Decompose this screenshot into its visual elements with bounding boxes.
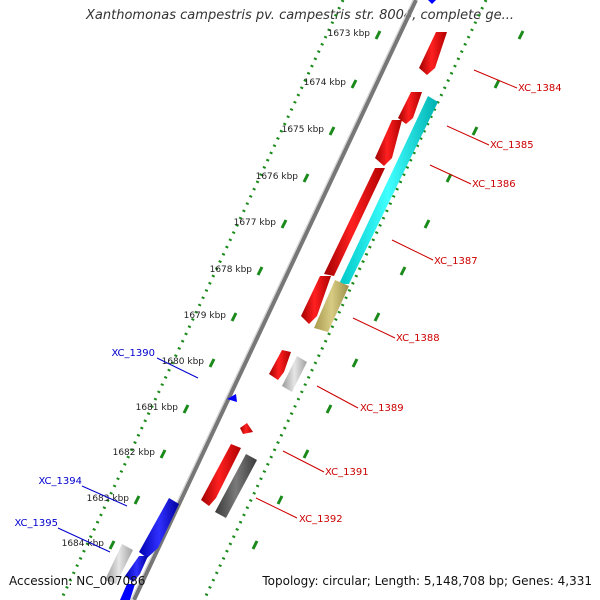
gene-leader-line — [81, 485, 128, 507]
ruler-tick — [350, 79, 358, 89]
accession-label: Accession: NC_007086 — [9, 574, 146, 588]
gene-label[interactable]: XC_1389 — [360, 403, 404, 414]
ruler-tick-label: 1680 kbp — [162, 357, 205, 367]
gene-leader-line — [282, 450, 325, 473]
inner-ruler-tick — [399, 266, 407, 276]
gene-leader-line — [57, 527, 111, 553]
ruler-tick — [133, 495, 141, 505]
inner-ruler-tick — [493, 79, 501, 89]
ruler-tick-label: 1678 kbp — [210, 265, 253, 275]
gene-leader-line — [429, 164, 472, 185]
gene-label[interactable]: XC_1388 — [396, 333, 440, 344]
gene-feature-red[interactable] — [375, 120, 402, 166]
gene-feature-grey[interactable] — [282, 356, 307, 392]
gene-label[interactable]: XC_1394 — [38, 476, 82, 487]
backbone-highlight — [130, 0, 414, 600]
gene-label[interactable]: XC_1385 — [490, 140, 534, 151]
gene-feature-red[interactable] — [398, 92, 422, 124]
ruler-tick-label: 1679 kbp — [184, 311, 227, 321]
gene-leader-line — [473, 69, 518, 89]
inner-ruler-ticks — [251, 30, 525, 550]
gene-feature-red[interactable] — [240, 423, 253, 434]
ruler-tick-label: 1674 kbp — [304, 78, 347, 88]
backbone-line — [132, 0, 418, 600]
inner-ruler-tick — [445, 173, 453, 183]
inner-ruler-tick — [471, 126, 479, 136]
ruler-tick-label: 1683 kbp — [87, 494, 130, 504]
inner-ruler-tick — [373, 312, 381, 322]
ruler-tick — [374, 30, 382, 40]
gene-feature-cyan[interactable] — [339, 96, 438, 284]
ruler-tick-label: 1675 kbp — [282, 125, 325, 135]
gene-leader-line — [352, 317, 396, 339]
gene-feature-blue[interactable] — [227, 394, 237, 402]
ruler-tick-label: 1673 kbp — [328, 29, 371, 39]
inner-ruler-tick — [251, 540, 259, 550]
gene-feature-top-blue[interactable] — [428, 0, 436, 4]
inner-ruler-tick — [423, 219, 431, 229]
inner-ruler-tick — [302, 449, 310, 459]
inner-ruler-tick — [325, 404, 333, 414]
gene-feature-blue[interactable] — [120, 584, 135, 600]
ruler-tick-label: 1682 kbp — [113, 448, 156, 458]
gene-feature-dark[interactable] — [215, 454, 257, 518]
gene-leader-line — [255, 497, 298, 519]
gene-feature-red[interactable] — [301, 276, 331, 324]
ruler-tick — [328, 126, 336, 136]
ruler-tick — [230, 312, 238, 322]
ruler-tick — [256, 266, 264, 276]
gene-label[interactable]: XC_1386 — [472, 179, 516, 190]
ruler-tick-label: 1676 kbp — [256, 172, 299, 182]
gene-label[interactable]: XC_1387 — [434, 256, 478, 267]
ruler-tick-label: 1677 kbp — [234, 218, 277, 228]
inner-ruler-tick — [276, 495, 284, 505]
inner-ruler-tick — [517, 30, 525, 40]
ruler-tick — [208, 358, 216, 368]
ruler-tick — [108, 540, 116, 550]
gene-label[interactable]: XC_1392 — [299, 514, 343, 525]
inner-ruler — [202, 0, 488, 600]
gene-leader-line — [391, 239, 434, 261]
ruler-tick — [302, 173, 310, 183]
ruler-tick — [280, 219, 288, 229]
ruler-ticks: 1673 kbp 1674 kbp 1675 kbp 1676 kbp 1677 kbp… — [62, 29, 382, 550]
gene-feature-grey[interactable] — [105, 544, 133, 584]
gene-feature-blue[interactable] — [125, 556, 148, 582]
gene-label[interactable]: XC_1384 — [518, 83, 562, 94]
gene-leader-line — [446, 125, 490, 146]
ruler-tick — [182, 404, 190, 414]
inner-ruler-tick — [351, 358, 359, 368]
gene-feature-red[interactable] — [201, 444, 241, 506]
ruler-tick-label: 1684 kbp — [62, 539, 105, 549]
gene-feature-red[interactable] — [269, 350, 291, 380]
ruler-tick — [159, 449, 167, 459]
gene-label[interactable]: XC_1391 — [325, 467, 369, 478]
gene-features — [105, 0, 447, 600]
gene-feature-red[interactable] — [419, 32, 447, 75]
gene-label[interactable]: XC_1395 — [14, 518, 58, 529]
outer-ruler — [59, 0, 345, 600]
gene-leader-line — [316, 385, 359, 409]
ruler-tick-label: 1681 kbp — [136, 403, 179, 413]
gene-labels: XC_1384 XC_1385 XC_1386 XC_1387 XC_1388 XC_13… — [14, 69, 562, 553]
gene-label[interactable]: XC_1390 — [111, 348, 155, 359]
gene-leader-line — [156, 357, 199, 379]
topology-label: Topology: circular; Length: 5,148,708 bp… — [262, 574, 592, 588]
gene-feature-blue[interactable] — [139, 498, 179, 558]
gene-feature-red[interactable] — [324, 168, 385, 276]
gene-feature-olive[interactable] — [314, 280, 349, 332]
